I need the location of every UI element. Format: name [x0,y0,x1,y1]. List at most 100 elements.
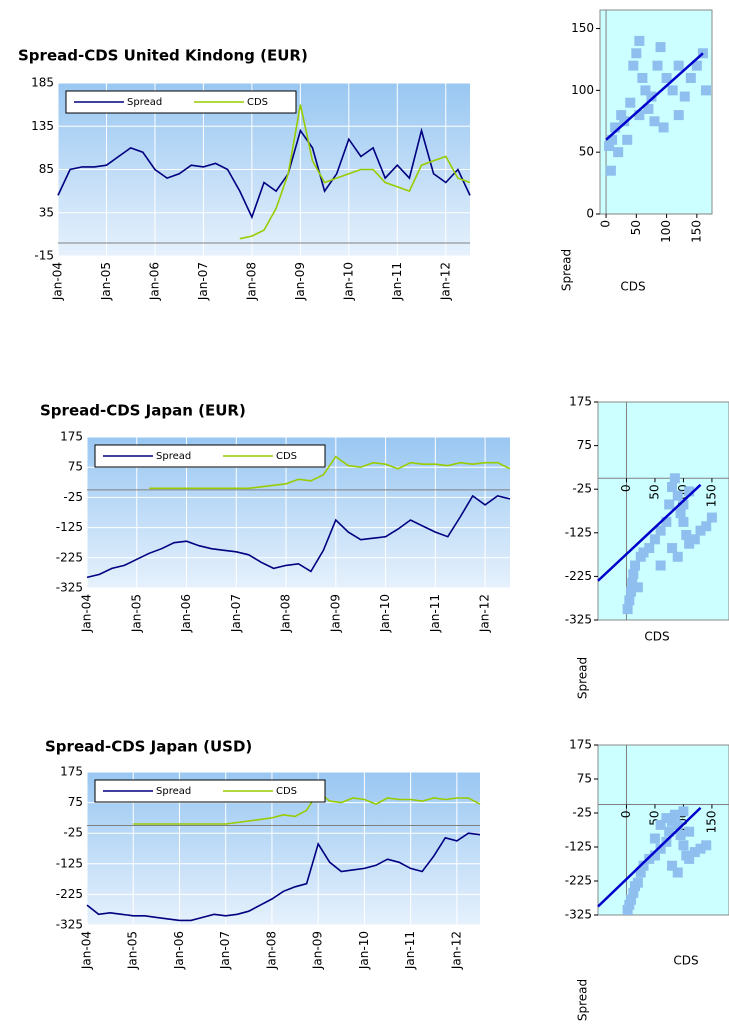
chart-title: Spread-CDS Japan (EUR) [40,402,246,420]
scatter-point [672,819,683,830]
scatter-point [667,816,678,827]
legend-label: CDS [276,786,297,797]
y-tick-label: 75 [577,438,592,452]
scatter-point [649,116,660,127]
plot-area [597,401,729,621]
x-tick-label: Jan-04 [51,262,65,301]
y-tick-label: 85 [39,162,54,176]
x-tick-label: 0 [599,220,613,228]
x-tick-label: Jan-06 [179,594,193,633]
scatter-point [644,543,655,554]
scatter-point [678,840,689,851]
x-tick-label: Jan-04 [80,594,94,633]
scatter-point [652,60,663,71]
y-tick-label: 100 [571,83,594,97]
scatter-point [610,122,621,133]
scatter-point [628,60,639,71]
scatter-point [701,521,712,532]
series-line [149,455,511,490]
scatter-point [604,141,615,151]
scatter-point [626,894,637,905]
x-tick-label: Jan-08 [264,931,278,970]
scatter-point [630,560,641,571]
x-tick-label: Jan-10 [341,262,355,301]
x-tick-label: Jan-09 [328,594,342,633]
x-axis-title: CDS [644,630,669,644]
scatter-point [627,577,638,588]
legend-label: CDS [247,97,268,108]
x-tick-label: Jan-11 [403,931,417,970]
scatter-point [667,543,678,554]
scatter-point [628,887,639,898]
scatter-point [646,91,657,102]
x-axis-title: CDS [673,954,698,968]
scatter-point [681,529,692,540]
y-tick-label: -25 [63,826,83,840]
y-tick-label: 150 [571,21,594,35]
legend-box [94,779,326,803]
scatter-point [638,547,649,558]
x-tick-label: Jan-05 [99,262,113,301]
trendline [597,483,702,582]
y-tick-label: 0 [586,207,594,221]
scatter-point [640,85,651,96]
y-tick-label: -25 [572,482,592,496]
scatter-point [643,103,654,114]
y-tick-label: 75 [577,772,592,786]
x-tick-label: 150 [704,811,718,834]
x-tick-label: Jan-07 [196,262,210,301]
y-tick-label: -25 [63,490,83,504]
y-tick-label: -325 [565,613,592,627]
series-line [86,494,511,579]
scatter-point [622,604,633,615]
y-tick-label: -325 [56,918,83,932]
y-tick-label: -225 [565,569,592,583]
x-tick-label: Jan-11 [428,594,442,633]
scatter-point [673,110,684,121]
scatter-point [632,877,643,888]
scatter-point [678,499,689,510]
y-tick-label: 75 [68,795,83,809]
scatter-point [638,860,649,871]
legend-label: Spread [156,786,191,797]
y-tick-label: -225 [56,550,83,564]
y-tick-label: 175 [60,430,83,444]
trendline [597,806,702,908]
y-tick-label: -125 [565,525,592,539]
scatter-point [689,847,700,858]
scatter-point [689,534,700,545]
scatter-point [626,586,637,597]
scatter-point [655,843,666,854]
x-tick-label: 50 [629,220,643,235]
scatter-point [695,843,706,854]
x-tick-label: Jan-10 [357,931,371,970]
series-line [239,104,471,240]
scatter-point [661,813,672,824]
scatter-point [679,91,690,102]
legend-label: Spread [156,451,191,462]
scatter-point [664,826,675,837]
scatter-point [669,809,680,820]
x-tick-label: Jan-08 [279,594,293,633]
scatter-point [655,525,666,536]
scatter-point [667,85,678,96]
series-line [133,790,481,825]
x-axis-title: CDS [620,280,645,294]
x-tick-label: Jan-07 [218,931,232,970]
x-tick-label: Jan-06 [172,931,186,970]
scatter-point [667,482,678,493]
scatter-point [616,110,627,121]
scatter-point [624,899,635,910]
y-axis-title: Spread [560,249,574,291]
x-tick-label: 150 [689,220,703,243]
x-tick-label: Jan-04 [80,931,94,970]
scatter-point [622,904,633,915]
scatter-point [701,840,712,851]
legend-label: CDS [276,451,297,462]
scatter-point [700,85,711,96]
legend-box [94,444,326,468]
y-tick-label: 185 [31,76,54,90]
y-tick-label: -325 [565,908,592,922]
scatter-point [695,525,706,536]
scatter-point [637,73,648,83]
